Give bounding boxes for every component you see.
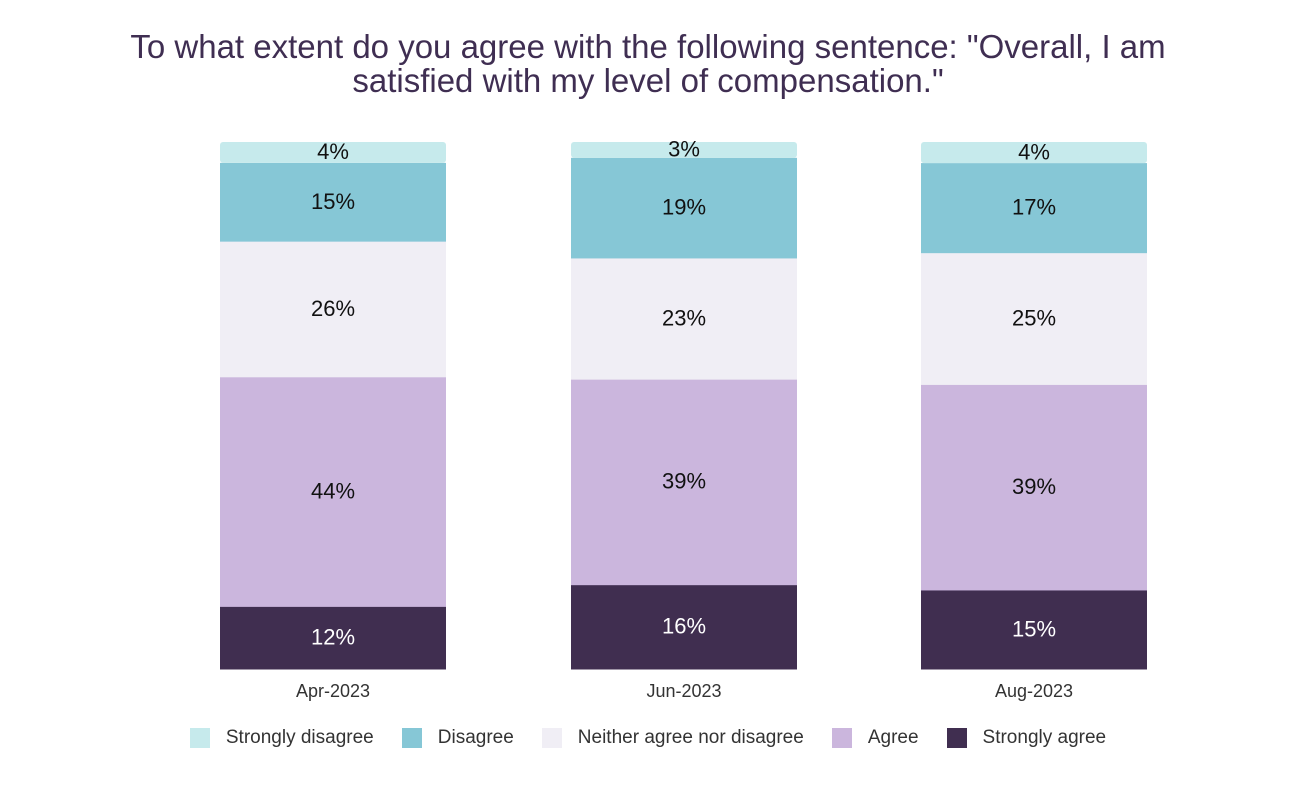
data-label-disagree-aug-2023: 17% — [1012, 195, 1056, 220]
bar-segment-disagree-apr-2023 — [220, 162, 446, 242]
bar-segment-neither-agree-nor-disagree-aug-2023 — [921, 252, 1147, 385]
data-label-neither-agree-nor-disagree-jun-2023: 23% — [662, 305, 706, 330]
legend-swatch-strongly-disagree — [189, 728, 210, 748]
chart-title-line-1: To what extent do you agree with the fol… — [130, 28, 1166, 65]
data-label-strongly-agree-aug-2023: 15% — [1012, 616, 1056, 641]
legend-label-disagree: Disagree — [437, 727, 514, 748]
legend-item-neither-agree-nor-disagree: Neither agree nor disagree — [541, 727, 804, 749]
data-label-disagree-apr-2023: 15% — [311, 189, 355, 214]
bar-segment-strongly-agree-aug-2023 — [921, 589, 1147, 670]
legend-swatch-neither-agree-nor-disagree — [541, 728, 562, 748]
legend-label-strongly-disagree: Strongly disagree — [225, 727, 374, 748]
bar-segment-disagree-jun-2023 — [571, 157, 797, 259]
bar-segment-strongly-disagree-jun-2023 — [571, 142, 797, 158]
legend-swatch-strongly-agree — [946, 728, 967, 748]
legend-label-strongly-agree: Strongly agree — [982, 727, 1107, 748]
data-label-disagree-jun-2023: 19% — [662, 195, 706, 220]
bar-segment-strongly-disagree-apr-2023 — [220, 142, 446, 163]
bar-segment-agree-apr-2023 — [220, 376, 446, 607]
bar-segment-neither-agree-nor-disagree-apr-2023 — [220, 241, 446, 378]
chart-title: To what extent do you agree with the fol… — [0, 30, 1296, 98]
bar-segment-neither-agree-nor-disagree-jun-2023 — [571, 257, 797, 380]
bar-segment-disagree-aug-2023 — [921, 163, 1147, 254]
data-label-strongly-disagree-apr-2023: 4% — [317, 139, 349, 164]
bar-segment-agree-aug-2023 — [921, 384, 1147, 591]
data-label-strongly-disagree-aug-2023: 4% — [1018, 139, 1050, 164]
data-label-neither-agree-nor-disagree-aug-2023: 25% — [1012, 305, 1056, 330]
data-label-neither-agree-nor-disagree-apr-2023: 26% — [311, 296, 355, 321]
legend-label-neither-agree-nor-disagree: Neither agree nor disagree — [577, 727, 804, 748]
data-label-agree-aug-2023: 39% — [1012, 474, 1056, 499]
data-label-agree-jun-2023: 39% — [662, 469, 706, 494]
legend-item-disagree: Disagree — [401, 727, 514, 749]
x-tick-label-jun-2023: Jun-2023 — [646, 681, 721, 701]
chart-title-line-2: satisfied with my level of compensation.… — [352, 62, 944, 99]
legend-item-strongly-disagree: Strongly disagree — [189, 727, 374, 749]
legend-item-agree: Agree — [831, 727, 919, 749]
legend-swatch-agree — [831, 728, 852, 748]
legend-swatch-disagree — [401, 728, 422, 748]
legend-label-agree: Agree — [867, 727, 919, 748]
x-tick-label-apr-2023: Apr-2023 — [296, 681, 370, 701]
bar-segment-strongly-agree-jun-2023 — [571, 584, 797, 670]
bar-segment-agree-jun-2023 — [571, 379, 797, 586]
bar-segment-strongly-disagree-aug-2023 — [921, 142, 1147, 164]
bar-segment-strongly-agree-apr-2023 — [220, 606, 446, 670]
data-label-agree-apr-2023: 44% — [311, 478, 355, 503]
data-label-strongly-agree-jun-2023: 16% — [662, 614, 706, 639]
x-tick-label-aug-2023: Aug-2023 — [995, 681, 1073, 701]
data-label-strongly-agree-apr-2023: 12% — [311, 625, 355, 650]
chart-legend: Strongly disagree Disagree Neither agree n… — [0, 727, 1296, 749]
legend-item-strongly-agree: Strongly agree — [946, 727, 1107, 749]
data-label-strongly-disagree-jun-2023: 3% — [668, 137, 700, 162]
